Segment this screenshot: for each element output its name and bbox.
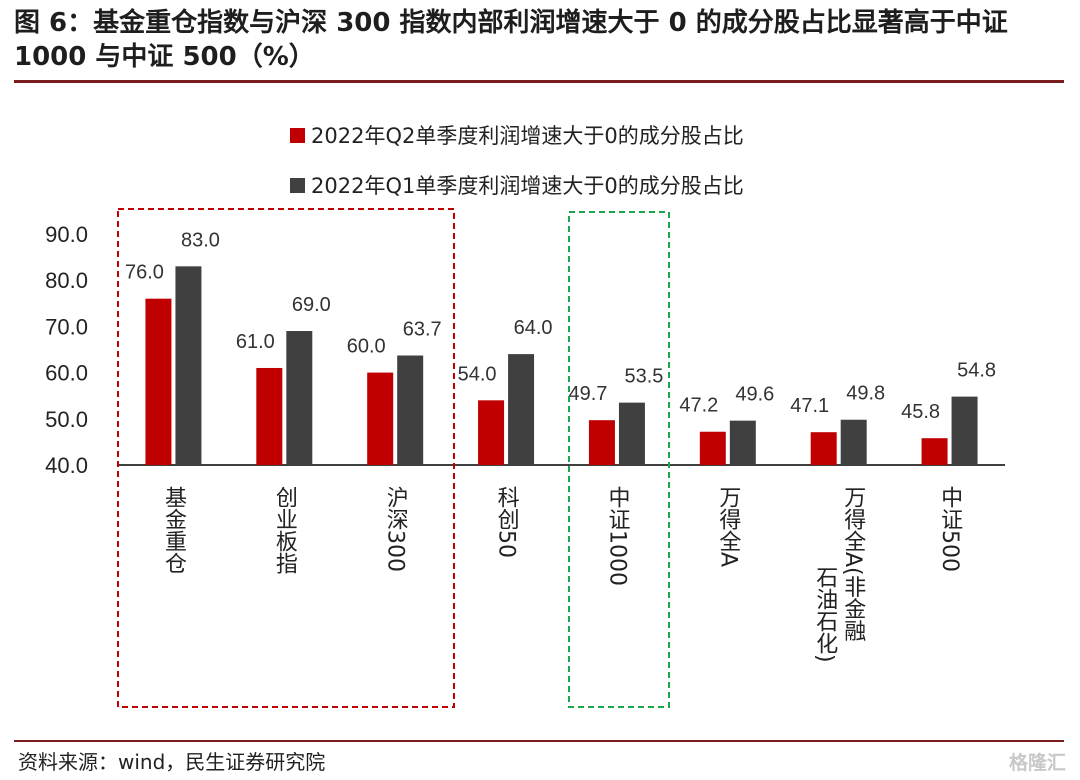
bar-q2: [367, 372, 394, 465]
data-label: 83.0: [181, 229, 220, 251]
x-category-label: 科创50: [494, 486, 520, 558]
y-tick-label: 90.0: [45, 222, 88, 247]
data-label: 49.8: [846, 383, 885, 405]
data-label: 61.0: [236, 331, 275, 353]
watermark-logo: 格隆汇: [1008, 752, 1066, 774]
x-category-label: 创业板指: [272, 486, 298, 574]
data-label: 45.8: [901, 401, 940, 423]
bar-chart: 40.0 50.0 60.0 70.0 80.0 90.0 76.0 61.0 60.0 54.0…: [45, 208, 1005, 708]
data-label: 47.2: [679, 395, 718, 417]
legend-swatch-q1: [290, 177, 305, 193]
bar-q1: [286, 331, 313, 465]
bar-q2: [256, 367, 283, 465]
y-tick-label: 60.0: [45, 361, 88, 386]
x-category-label: 沪深300: [383, 486, 409, 572]
bar-q1: [618, 402, 645, 465]
highlight-box-red: [117, 208, 455, 708]
legend-label-q1: 2022年Q1单季度利润增速大于0的成分股占比: [311, 174, 744, 198]
y-tick-label: 70.0: [45, 314, 88, 339]
title-divider: [14, 80, 1064, 83]
data-label: 64.0: [514, 317, 553, 339]
data-label: 69.0: [292, 294, 331, 316]
bar-q1: [951, 396, 978, 465]
bar-q2: [478, 400, 505, 465]
source-note: 资料来源：wind，民生证券研究院: [18, 750, 326, 774]
y-tick-label: 40.0: [45, 453, 88, 478]
bar-q1: [840, 419, 867, 465]
x-category-label: 万得全A: [715, 486, 741, 567]
x-category-label: 基金重仓: [161, 486, 187, 574]
y-tick-label: 50.0: [45, 407, 88, 432]
bar-q2: [145, 298, 172, 465]
data-label: 54.8: [957, 360, 996, 382]
bar-q2: [921, 438, 948, 465]
bar-q1: [397, 355, 424, 465]
data-label: 47.1: [790, 395, 829, 417]
data-label: 76.0: [125, 262, 164, 284]
highlight-box-green: [568, 211, 670, 708]
x-category-label: 中证1000: [604, 486, 629, 586]
chart-title: 图 6：基金重仓指数与沪深 300 指数内部利润增速大于 0 的成分股占比显著高…: [14, 8, 1008, 72]
bar-q2: [699, 431, 726, 465]
legend-label-q2: 2022年Q2单季度利润增速大于0的成分股占比: [311, 124, 744, 148]
legend-swatch-q2: [290, 127, 305, 143]
bar-q2: [810, 432, 837, 465]
x-category-label: 中证500: [937, 486, 962, 572]
bar-q1: [508, 354, 535, 465]
data-label: 54.0: [458, 363, 497, 385]
data-label: 49.6: [735, 384, 774, 406]
y-tick-label: 80.0: [45, 268, 88, 293]
bar-q1: [175, 266, 202, 465]
data-label: 60.0: [347, 336, 386, 358]
data-label: 63.7: [403, 319, 442, 341]
legend-item-q2: 2022年Q2单季度利润增速大于0的成分股占比: [290, 120, 744, 150]
bar-q1: [729, 420, 756, 465]
legend-item-q1: 2022年Q1单季度利润增速大于0的成分股占比: [290, 170, 744, 200]
data-label: 49.7: [568, 383, 607, 405]
legend: 2022年Q2单季度利润增速大于0的成分股占比 2022年Q1单季度利润增速大于…: [290, 120, 744, 220]
x-category-label: 万得全A(非金融: [840, 486, 866, 642]
data-label: 53.5: [624, 366, 663, 388]
x-category-label: 石油石化): [812, 566, 838, 663]
bar-q2: [588, 420, 615, 465]
footer-divider: [14, 740, 1064, 742]
